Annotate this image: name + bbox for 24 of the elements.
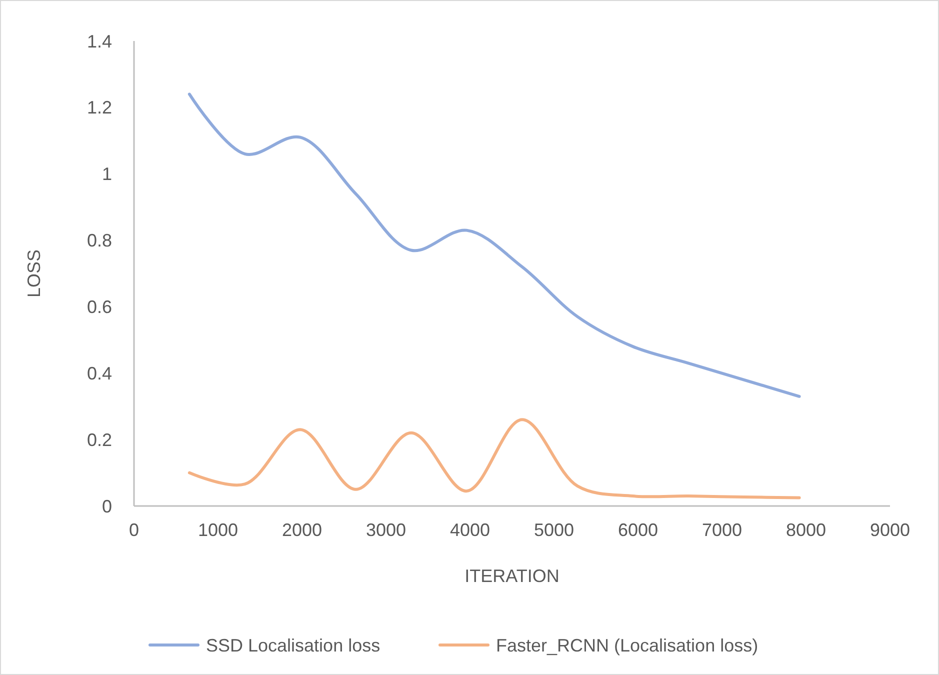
legend-label: Faster_RCNN (Localisation loss) xyxy=(496,635,758,656)
line-series xyxy=(188,92,801,398)
y-tick-label: 0.4 xyxy=(86,363,112,384)
y-axis-title: LOSS xyxy=(24,249,44,298)
y-tick-label: 1.4 xyxy=(86,31,112,52)
line-series xyxy=(188,418,801,500)
x-tick-label: 9000 xyxy=(870,520,910,540)
y-tick-label: 0.6 xyxy=(86,297,112,318)
x-tick-label: 2000 xyxy=(282,520,322,540)
x-tick-label: 5000 xyxy=(534,520,574,540)
y-tick-label: 0.8 xyxy=(86,230,112,251)
y-tick-label: 0.2 xyxy=(86,430,112,450)
x-tick-label: 0 xyxy=(128,520,140,540)
y-tick-label: 1 xyxy=(102,164,112,184)
y-tick-label: 1.2 xyxy=(86,98,112,118)
x-axis-title: ITERATION xyxy=(464,566,560,586)
x-tick-label: 8000 xyxy=(786,520,826,540)
x-tick-label: 6000 xyxy=(618,520,658,540)
x-tick-label: 7000 xyxy=(702,520,742,540)
x-tick-label: 4000 xyxy=(450,520,490,540)
x-tick-label: 3000 xyxy=(366,520,406,540)
y-tick-label: 0 xyxy=(102,496,112,516)
legend-label: SSD Localisation loss xyxy=(206,635,380,656)
x-tick-label: 1000 xyxy=(198,520,238,540)
